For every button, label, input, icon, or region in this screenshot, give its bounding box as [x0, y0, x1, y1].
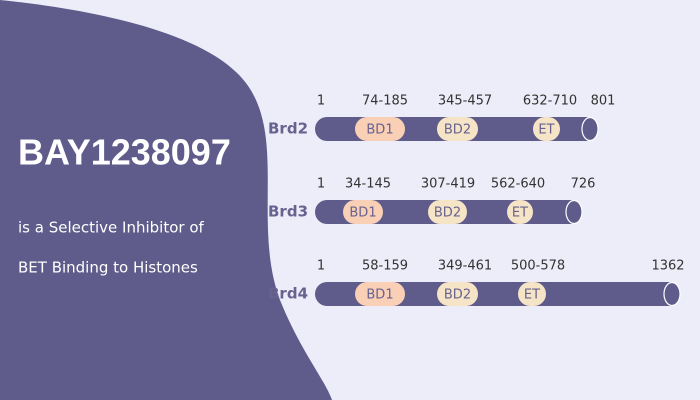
subtitle-line: is a Selective Inhibitor of [18, 219, 204, 237]
domain-range: 34-145 [345, 177, 391, 192]
bar-end-cap [581, 116, 599, 142]
domain [355, 282, 405, 306]
side-panel [0, 0, 332, 400]
domain-range: 349-461 [438, 259, 492, 274]
domain-range: 345-457 [438, 94, 492, 109]
domain [343, 200, 383, 224]
domain [518, 282, 546, 306]
domain-label: BD2 [444, 288, 471, 303]
domain [437, 282, 478, 306]
domain-label: ET [512, 206, 528, 221]
domain-range: 562-640 [491, 177, 545, 192]
domain-range: 74-185 [362, 94, 408, 109]
domain-range: 500-578 [511, 259, 565, 274]
domain-label: BD2 [444, 123, 471, 138]
domain-label: BD2 [434, 206, 461, 221]
domain [428, 200, 467, 224]
domain-label: BD1 [366, 123, 393, 138]
domain-range: 58-159 [362, 259, 408, 274]
domain [507, 200, 533, 224]
start-label: 1 [317, 259, 325, 274]
protein-bar [315, 282, 680, 306]
domain-label: ET [524, 288, 540, 303]
domain-label: BD1 [366, 288, 393, 303]
start-label: 1 [317, 94, 325, 109]
title: BAY1238097 [18, 132, 231, 173]
protein-name: Brd4 [268, 285, 308, 303]
domain-range: 307-419 [421, 177, 475, 192]
subtitle-line: BET Binding to Histones [18, 259, 198, 277]
domain [533, 117, 560, 141]
domain-range: 632-710 [523, 94, 577, 109]
domain [355, 117, 405, 141]
domain [437, 117, 478, 141]
end-label: 801 [591, 94, 616, 109]
end-label: 1362 [651, 259, 684, 274]
start-label: 1 [317, 177, 325, 192]
protein-name: Brd3 [268, 203, 308, 221]
bar-end-cap [565, 199, 583, 225]
domain-label: BD1 [349, 206, 376, 221]
domain-label: ET [538, 123, 554, 138]
protein-name: Brd2 [268, 120, 308, 138]
bar-end-cap [663, 281, 681, 307]
end-label: 726 [571, 177, 596, 192]
